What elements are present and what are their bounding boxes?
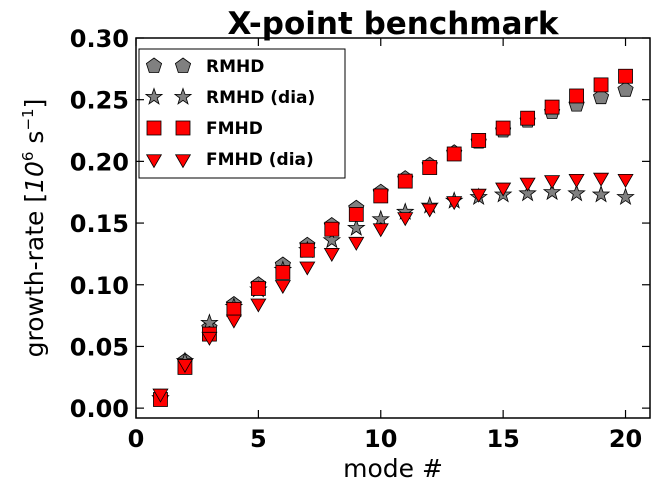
legend-marker-triangle-down xyxy=(145,154,163,169)
data-point-triangle-down xyxy=(568,173,585,188)
data-point-pentagon xyxy=(592,88,610,105)
data-point-square xyxy=(373,188,389,204)
y-axis-label-text: growth-rate [ xyxy=(20,193,49,358)
data-point-star xyxy=(567,183,586,202)
data-point-triangle-down xyxy=(592,172,610,187)
x-tick-label: 15 xyxy=(486,425,519,453)
y-tick-label: 0.30 xyxy=(70,25,129,53)
data-point-star xyxy=(616,187,635,206)
legend-entry-label: FMHD xyxy=(206,119,263,139)
data-point-square xyxy=(618,68,633,84)
y-tick-label: 0.15 xyxy=(70,210,129,238)
legend-marker-pentagon xyxy=(174,57,192,73)
y-tick-label: 0.25 xyxy=(70,87,129,115)
y-axis-label-unit: s xyxy=(20,131,49,152)
data-point-star xyxy=(322,230,342,249)
chart-title: X-point benchmark xyxy=(228,6,560,42)
y-axis-label-exp2: −1 xyxy=(19,108,37,130)
data-point-square xyxy=(348,207,364,222)
legend-entry-label: RMHD (dia) xyxy=(206,88,315,108)
x-tick-label: 10 xyxy=(364,425,397,453)
x-tick-label: 20 xyxy=(609,425,642,453)
legend-marker-pentagon xyxy=(145,57,163,73)
data-point-pentagon xyxy=(617,81,634,97)
data-point-star xyxy=(347,218,366,236)
plot-area xyxy=(151,68,635,407)
y-tick-label: 0.05 xyxy=(70,333,129,361)
legend-entry-label: FMHD (dia) xyxy=(206,150,314,170)
legend-marker-square xyxy=(146,120,162,136)
data-point-square xyxy=(299,242,315,258)
data-point-triangle-down xyxy=(348,236,365,251)
data-point-star xyxy=(200,313,219,331)
legend-box xyxy=(138,48,346,179)
axis-ticks: 0 5 10 15 20 0.00 0.05 0.10 0.15 0.20 0.25 0.30 xyxy=(70,25,651,453)
data-point-triangle-down xyxy=(201,331,218,346)
data-point-triangle-down xyxy=(152,388,169,403)
data-point-square xyxy=(422,160,438,175)
x-tick-label: 5 xyxy=(250,425,267,453)
data-point-triangle-down xyxy=(544,175,561,190)
y-tick-label: 0.10 xyxy=(70,272,129,300)
y-axis-label: growth-rate [106 s−1] xyxy=(19,99,49,358)
data-point-triangle-down xyxy=(397,212,414,227)
data-point-triangle-down xyxy=(421,203,438,218)
legend-marker-star xyxy=(173,87,193,105)
data-point-square xyxy=(226,302,242,317)
data-point-triangle-down xyxy=(250,298,267,313)
data-point-square xyxy=(275,265,291,280)
data-point-triangle-down xyxy=(470,188,487,203)
data-point-triangle-down xyxy=(446,196,463,211)
data-point-square xyxy=(397,173,413,189)
data-point-triangle-down xyxy=(176,359,194,374)
data-point-triangle-down xyxy=(519,177,536,192)
data-point-square xyxy=(520,110,536,126)
legend-marker-triangle-down xyxy=(174,154,192,169)
legend-marker-square xyxy=(175,120,191,136)
data-point-triangle-down xyxy=(323,248,340,262)
legend: RMHD RMHD (dia) FMHD FMHD (dia) xyxy=(138,48,346,179)
data-point-triangle-down xyxy=(225,314,242,329)
y-axis-label-base: 10 xyxy=(20,161,49,193)
data-point-star xyxy=(591,184,611,203)
data-point-square xyxy=(471,133,487,148)
plot-frame xyxy=(135,37,651,419)
data-point-square xyxy=(495,120,511,136)
data-point-square xyxy=(324,221,340,237)
legend-marker-star xyxy=(144,87,164,105)
data-point-square xyxy=(544,99,560,115)
x-tick-label: 0 xyxy=(128,425,145,453)
x-axis-label: mode # xyxy=(343,454,443,483)
y-axis-label-exp1: 6 xyxy=(19,152,37,162)
data-point-star xyxy=(542,182,562,201)
data-point-star xyxy=(371,209,391,228)
y-tick-label: 0.00 xyxy=(70,395,129,423)
data-point-square xyxy=(569,88,584,104)
data-point-triangle-down xyxy=(299,261,316,276)
data-point-triangle-down xyxy=(372,223,389,238)
data-point-square xyxy=(593,77,609,93)
data-point-star xyxy=(518,183,537,202)
y-axis-label-close: ] xyxy=(20,99,49,109)
data-point-square xyxy=(446,146,462,162)
data-point-triangle-down xyxy=(495,182,512,197)
data-point-triangle-down xyxy=(274,280,291,295)
data-point-triangle-down xyxy=(617,173,634,188)
legend-entry-label: RMHD xyxy=(206,57,264,77)
data-point-square xyxy=(250,281,266,296)
y-tick-label: 0.20 xyxy=(70,148,129,176)
